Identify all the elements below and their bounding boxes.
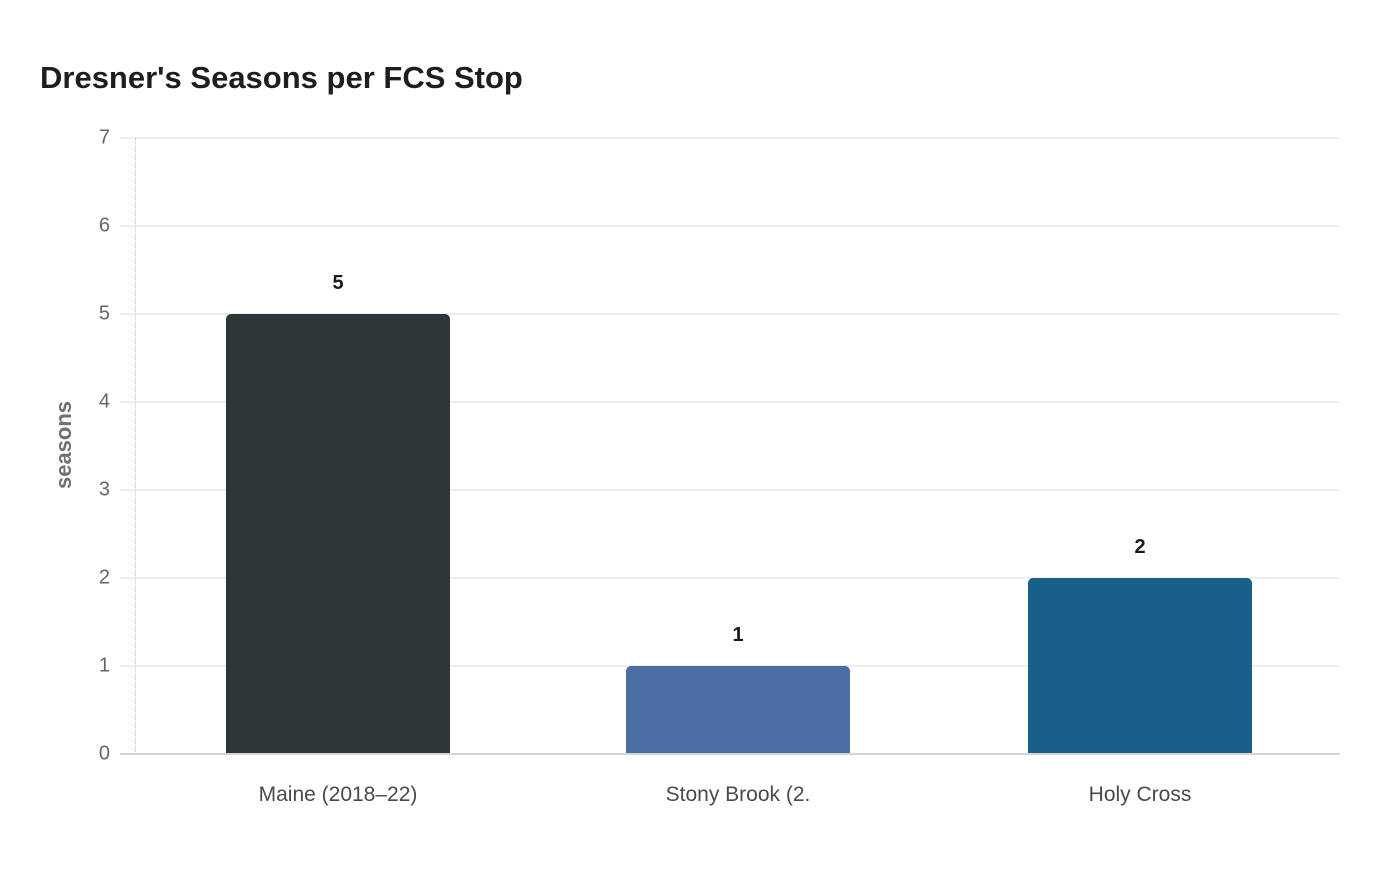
gridline (120, 225, 1340, 227)
gridline (120, 313, 1340, 315)
bar (626, 666, 850, 754)
bar-value-label: 2 (1134, 536, 1146, 558)
y-tick-label: 1 (98, 654, 110, 677)
bar (1028, 578, 1252, 754)
y-tick-label: 7 (98, 126, 110, 149)
chart-title: Dresner's Seasons per FCS Stop (40, 60, 523, 95)
y-tick-label: 3 (98, 478, 110, 501)
y-tick-label: 6 (98, 214, 110, 237)
y-tick-label: 0 (98, 742, 110, 765)
x-category-label: Maine (2018–22) (258, 783, 418, 806)
gridline (120, 489, 1340, 491)
x-category-label: Stony Brook (2. (665, 783, 811, 806)
bar (226, 314, 450, 754)
y-tick-label: 4 (98, 390, 110, 413)
y-axis-label: seasons (51, 400, 76, 490)
gridline (120, 401, 1340, 403)
x-category-label: Holy Cross (1088, 783, 1192, 806)
gridline (120, 137, 1340, 139)
y-tick-label: 5 (98, 302, 110, 325)
bar-value-label: 1 (732, 624, 744, 646)
y-axis-line (135, 138, 136, 754)
x-axis-line (120, 753, 1340, 755)
gridline (120, 577, 1340, 579)
y-tick-label: 2 (98, 566, 110, 589)
bar-value-label: 5 (332, 272, 344, 294)
